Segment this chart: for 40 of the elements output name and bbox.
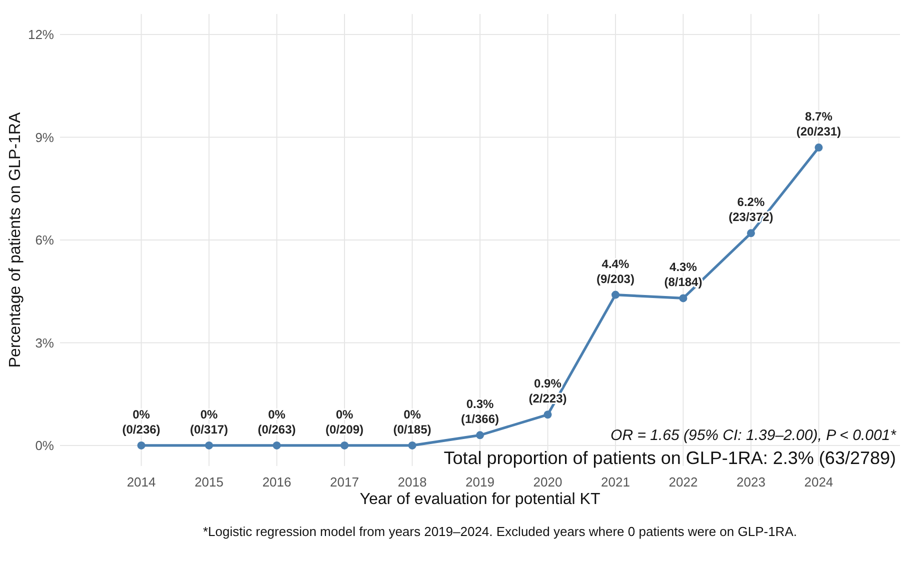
point [137, 441, 146, 450]
text: *Logistic regression model from years 2019–2024. Excluded years where 0 patients were on GLP-1RA. [203, 524, 797, 539]
data-label: 0% (0/317) [190, 407, 228, 436]
y-axis-title: Percentage of patients on GLP-1RA [7, 112, 24, 368]
x-tick-label: 2017 [330, 474, 359, 490]
data-label: 0% (0/209) [326, 407, 364, 436]
x-tick-label: 2015 [194, 474, 224, 490]
x-tick-label: 2014 [126, 474, 156, 490]
point [679, 294, 688, 302]
x-axis-title: Year of evaluation for potential KT [360, 491, 600, 508]
point [272, 441, 281, 450]
data-label: 8.7% (20/231) [796, 110, 842, 139]
annotation: Total proportion of patients on GLP-1RA: 2.3% (63/2789) [444, 448, 896, 468]
y-tick-label: 12% [28, 27, 54, 42]
point [340, 441, 349, 450]
point [746, 229, 755, 238]
point [476, 431, 484, 440]
data-label: 0.3% (1/366) [460, 397, 500, 426]
annotation: OR = 1.65 (95% CI: 1.39–2.00), P < 0.001* [610, 427, 898, 444]
data-label: 0% (0/236) [122, 407, 160, 436]
y-tick-label: 0% [35, 438, 54, 454]
x-tick-label: 2024 [804, 474, 834, 490]
point [814, 144, 823, 152]
data-label: 4.4% (9/203) [596, 256, 634, 286]
x-tick-label: 2021 [601, 474, 630, 490]
point [408, 441, 416, 450]
x-tick-label: 2016 [262, 474, 292, 490]
point [544, 410, 552, 419]
x-tick-label: 2020 [533, 474, 562, 490]
data-label: 0% (0/185) [393, 407, 432, 436]
y-tick-label: 9% [35, 130, 54, 145]
point [205, 441, 214, 450]
x-tick-label: 2018 [398, 474, 427, 490]
y-tick-label: 3% [35, 335, 54, 350]
x-tick-label: 2022 [668, 474, 698, 490]
point [611, 290, 620, 299]
data-label: 0% (0/263) [258, 407, 296, 436]
y-tick-label: 6% [35, 232, 54, 248]
x-tick-label: 2023 [736, 474, 766, 490]
x-tick-label: 2019 [466, 474, 494, 490]
